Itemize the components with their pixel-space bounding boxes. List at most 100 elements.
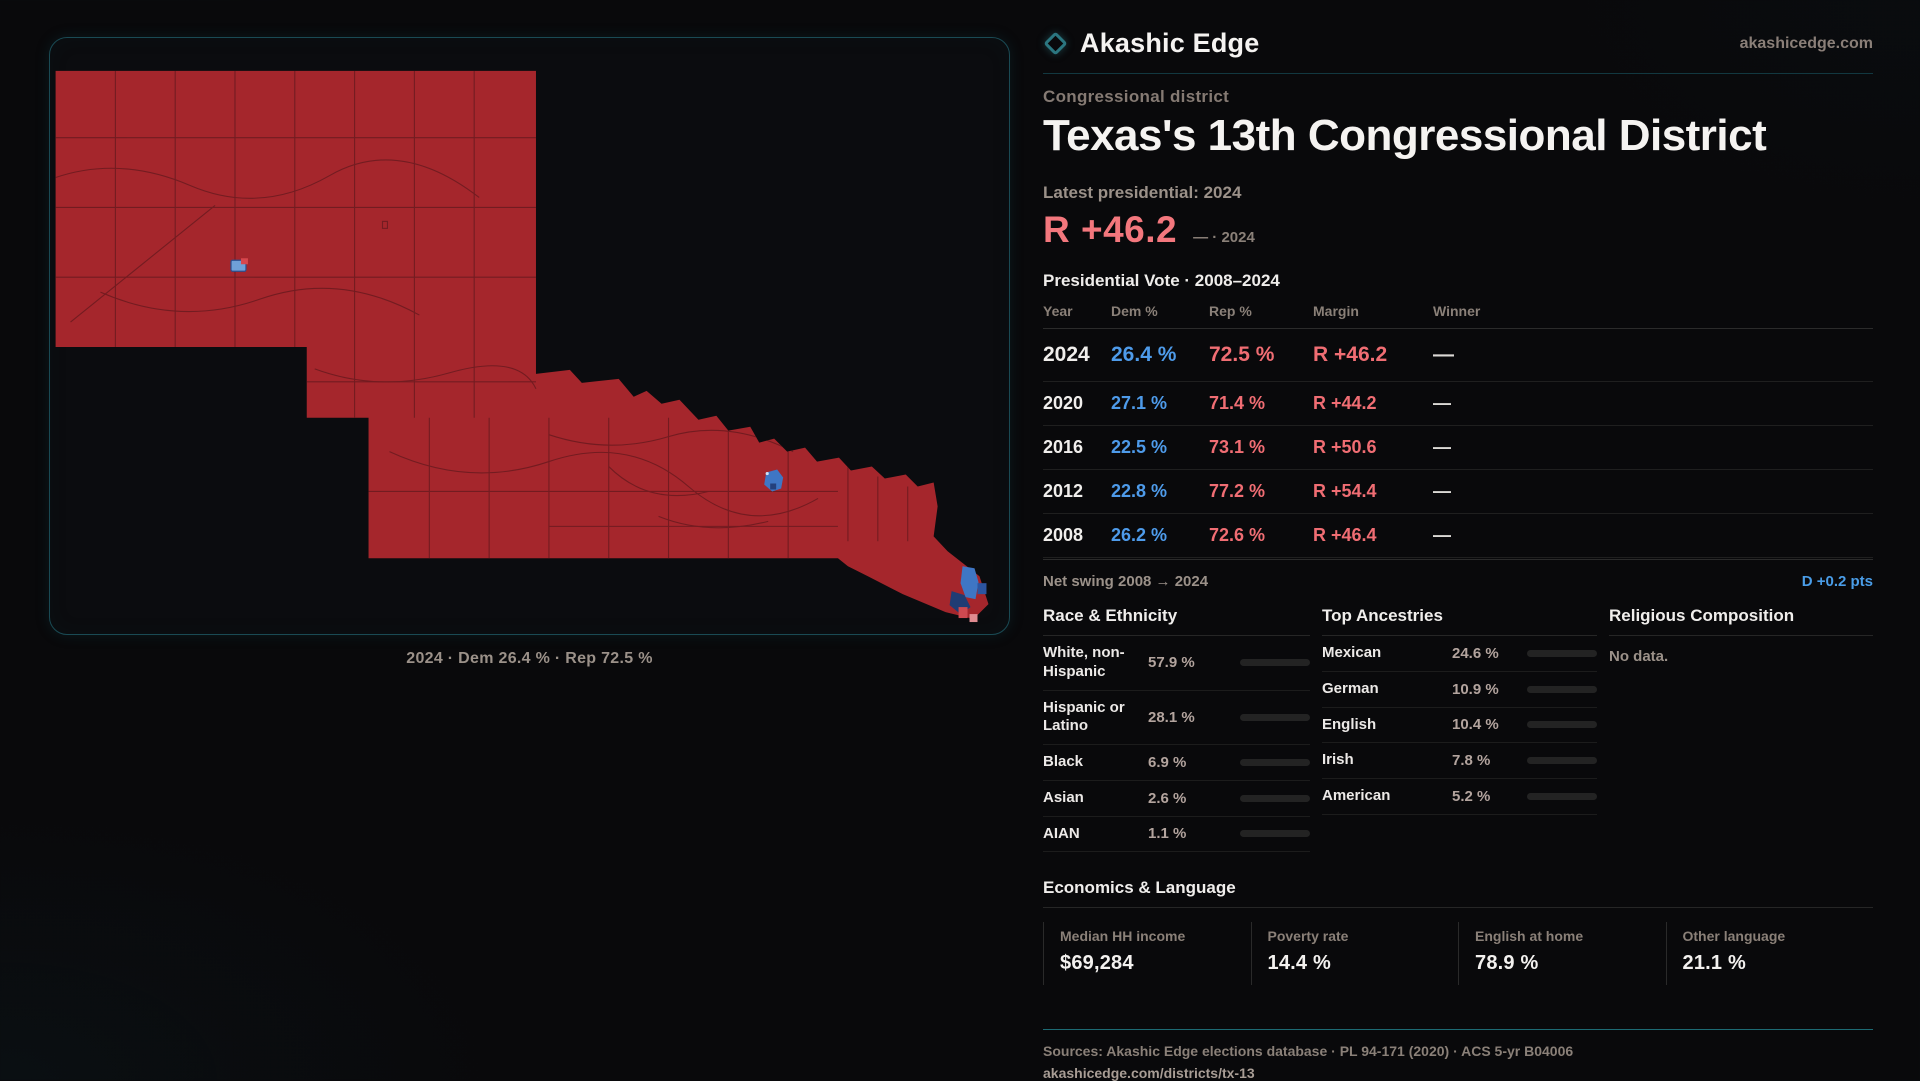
net-swing-row: Net swing 2008 → 2024 D +0.2 pts [1043, 559, 1873, 592]
religious-composition-section: Religious Composition No data. [1609, 606, 1873, 852]
top-ancestries-list: Mexican 24.6 % German 10.9 % English 10.… [1322, 636, 1597, 815]
winner-cell: — [1433, 525, 1451, 545]
stat-bar-track [1527, 685, 1597, 693]
district-shape [55, 70, 989, 620]
year-cell: 2012 [1043, 481, 1084, 501]
stat-card: Other language 21.1 % [1665, 922, 1874, 986]
stat-value: 28.1 % [1148, 708, 1195, 726]
table-row: 2016 22.5 % 73.1 % R +50.6 — [1043, 426, 1873, 470]
latest-margin-row: R +46.2 — · 2024 [1043, 209, 1873, 251]
religious-composition-title: Religious Composition [1609, 606, 1873, 636]
stat-value: 57.9 % [1148, 654, 1195, 672]
city-tail-cluster [949, 566, 987, 623]
stat-row: American 5.2 % [1322, 779, 1597, 815]
dem-cell: 27.1 % [1111, 393, 1168, 413]
stat-label: English [1322, 715, 1377, 733]
stat-value: 10.4 % [1452, 716, 1499, 734]
header: Akashic Edge akashicedge.com [1043, 28, 1873, 74]
county-boundaries [55, 70, 909, 559]
dem-cell: 26.4 % [1111, 343, 1177, 366]
dem-cell: 22.5 % [1111, 437, 1168, 457]
rep-cell: 72.6 % [1209, 525, 1266, 545]
table-row: 2020 27.1 % 71.4 % R +44.2 — [1043, 382, 1873, 426]
winner-cell: — [1433, 437, 1451, 457]
stat-row: AIAN 1.1 % [1043, 817, 1310, 853]
race-ethnicity-title: Race & Ethnicity [1043, 606, 1310, 636]
stat-value: 10.9 % [1452, 680, 1499, 698]
stat-row: English 10.4 % [1322, 708, 1597, 744]
vote-table-title: Presidential Vote · 2008–2024 [1043, 271, 1280, 290]
footer-divider [1043, 1029, 1873, 1031]
year-cell: 2016 [1043, 437, 1084, 457]
stat-bar-track [1240, 830, 1310, 838]
rep-cell: 77.2 % [1209, 481, 1266, 501]
vote-table-body: 2024 26.4 % 72.5 % R +46.2 — 2020 27.1 %… [1043, 329, 1873, 558]
stat-card: English at home 78.9 % [1458, 922, 1666, 986]
stat-label: American [1322, 787, 1391, 804]
year-cell: 2024 [1043, 343, 1090, 366]
net-swing-value: D +0.2 pts [1801, 573, 1873, 590]
margin-cell: R +50.6 [1313, 437, 1377, 457]
stat-label: AIAN [1043, 824, 1080, 842]
footer-link[interactable]: akashicedge.com/districts/tx-13 [1043, 1065, 1255, 1081]
stat-row: Asian 2.6 % [1043, 781, 1310, 817]
brand-diamond-icon [1043, 31, 1068, 56]
stat-bar-track [1240, 758, 1310, 766]
table-row: 2008 26.2 % 72.6 % R +46.4 — [1043, 514, 1873, 558]
city-amarillo [230, 258, 248, 272]
stat-value: 2.6 % [1148, 789, 1187, 807]
latest-presidential-label: Latest presidential: 2024 [1043, 183, 1242, 202]
latest-margin-value: R +46.2 [1043, 209, 1178, 250]
card-value: $69,284 [1060, 952, 1134, 975]
stat-row: Black 6.9 % [1043, 745, 1310, 781]
stat-value: 6.9 % [1148, 753, 1187, 771]
stat-row: White, non-Hispanic 57.9 % [1043, 636, 1310, 691]
rep-cell: 73.1 % [1209, 437, 1266, 457]
stat-bar-track [1527, 721, 1597, 729]
race-ethnicity-list: White, non-Hispanic 57.9 % Hispanic or L… [1043, 636, 1310, 853]
brand-name: Akashic Edge [1080, 28, 1260, 58]
eyebrow-label: Congressional district [1043, 87, 1230, 106]
stat-row: Irish 7.8 % [1322, 743, 1597, 779]
stat-card: Poverty rate 14.4 % [1250, 922, 1459, 986]
stat-label: German [1322, 679, 1379, 697]
stat-label: Mexican [1322, 644, 1382, 661]
net-swing-label: Net swing 2008 → 2024 [1043, 573, 1209, 590]
stat-bar-track [1240, 713, 1310, 721]
table-row: 2024 26.4 % 72.5 % R +46.2 — [1043, 329, 1873, 382]
stat-card: Median HH income $69,284 [1043, 922, 1251, 986]
card-label: Poverty rate [1267, 928, 1349, 945]
stat-label: White, non-Hispanic [1043, 644, 1125, 680]
table-row: 2012 22.8 % 77.2 % R +54.4 — [1043, 470, 1873, 514]
no-data-text: No data. [1609, 648, 1669, 665]
stat-bar-track [1527, 792, 1597, 800]
column-header: Rep % [1209, 303, 1252, 319]
map-caption: 2024 · Dem 26.4 % · Rep 72.5 % [406, 650, 653, 667]
race-ethnicity-section: Race & Ethnicity White, non-Hispanic 57.… [1043, 606, 1310, 853]
site-link[interactable]: akashicedge.com [1739, 34, 1873, 52]
year-cell: 2020 [1043, 393, 1084, 413]
card-label: Median HH income [1060, 928, 1186, 945]
economics-cards: Median HH income $69,284 Poverty rate 14… [1043, 922, 1874, 986]
top-ancestries-title: Top Ancestries [1322, 606, 1597, 636]
top-ancestries-section: Top Ancestries Mexican 24.6 % German 10.… [1322, 606, 1597, 852]
stat-value: 5.2 % [1452, 787, 1491, 805]
stat-bar-track [1527, 757, 1597, 765]
stat-bar-track [1240, 794, 1310, 802]
latest-margin-note: — · 2024 [1193, 229, 1255, 246]
year-cell: 2008 [1043, 525, 1084, 545]
stat-bar-track [1527, 649, 1597, 657]
winner-cell: — [1433, 481, 1451, 501]
stat-row: Mexican 24.6 % [1322, 636, 1597, 672]
margin-cell: R +54.4 [1313, 481, 1377, 501]
map-panel [49, 37, 1010, 635]
margin-cell: R +46.2 [1313, 343, 1388, 366]
stat-label: Hispanic or Latino [1043, 698, 1125, 735]
winner-cell: — [1433, 393, 1451, 413]
stat-row: Hispanic or Latino 28.1 % [1043, 691, 1310, 745]
column-header: Dem % [1111, 303, 1158, 319]
stat-bar-track [1240, 659, 1310, 667]
dem-cell: 26.2 % [1111, 525, 1168, 545]
stat-value: 1.1 % [1148, 825, 1187, 843]
stat-label: Black [1043, 753, 1084, 770]
